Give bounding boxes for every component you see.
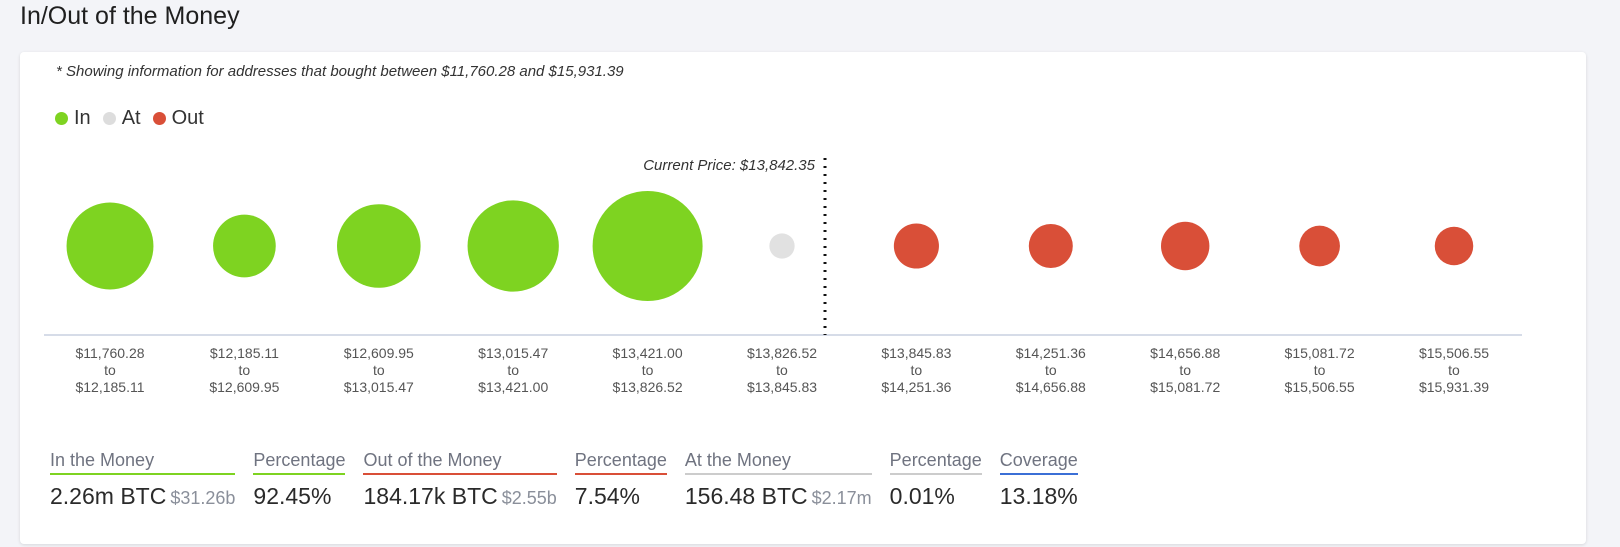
stat-coverage: Coverage 13.18% (999, 450, 1078, 510)
summary-stats: In the Money 2.26m BTC $31.26b Percentage 92… (50, 450, 1096, 510)
tick-label-connector: to (911, 362, 923, 378)
stat-value: 156.48 BTC $2.17m (685, 483, 872, 510)
stat-label: Percentage (253, 450, 346, 475)
stat-at-the-money: At the Money 156.48 BTC $2.17m (684, 450, 872, 510)
range-note: * Showing information for addresses that… (56, 63, 624, 80)
tick-label-to: $12,609.95 (209, 379, 279, 395)
tick-label-connector: to (373, 362, 385, 378)
stat-label: Out of the Money (363, 450, 557, 475)
stat-primary-value: 2.26m BTC (50, 483, 167, 509)
current-price-label: Current Price: $13,842.35 (643, 157, 815, 174)
legend-out-dot-icon (152, 112, 166, 125)
stat-value: 13.18% (1000, 483, 1078, 510)
tick-label-from: $12,609.95 (344, 345, 414, 361)
bubble-at[interactable] (769, 233, 795, 259)
stat-value: 2.26m BTC $31.26b (50, 483, 235, 510)
tick-label-to: $13,015.47 (344, 379, 414, 395)
bubble-in[interactable] (337, 204, 421, 288)
stat-value: 7.54% (575, 483, 667, 510)
stat-label: Percentage (574, 450, 667, 475)
bubble-out[interactable] (1299, 225, 1340, 267)
tick-label-connector: to (104, 362, 116, 378)
bubble-in[interactable] (467, 200, 559, 292)
tick-label-to: $12,185.11 (75, 379, 144, 395)
stat-primary-value: 13.18% (999, 483, 1078, 509)
legend-item-at[interactable]: At (102, 107, 141, 130)
legend-at-dot-icon (102, 112, 116, 125)
tick-label-from: $13,845.83 (881, 345, 951, 361)
tick-label-from: $12,185.11 (210, 345, 279, 361)
legend-item-in[interactable]: In (55, 107, 91, 130)
page-title: In/Out of the Money (20, 2, 240, 30)
tick-label-from: $15,506.55 (1419, 345, 1489, 361)
stat-label: Coverage (999, 450, 1078, 475)
bubble-in[interactable] (213, 214, 276, 278)
tick-label-to: $14,656.88 (1016, 379, 1086, 395)
tick-label-from: $13,421.00 (613, 345, 683, 361)
bubble-chart: $11,760.28to$12,185.11$12,185.11to$12,60… (44, 157, 1522, 395)
legend-in-dot-icon (55, 112, 68, 125)
tick-label-to: $15,931.39 (1419, 379, 1489, 395)
bubble-in[interactable] (66, 202, 154, 290)
stat-label: Percentage (889, 450, 982, 475)
stat-label: In the Money (50, 450, 236, 475)
tick-label-to: $13,421.00 (478, 379, 548, 395)
stat-percentage: Percentage 0.01% (889, 450, 982, 510)
tick-label-connector: to (1179, 362, 1191, 378)
stat-in-the-money: In the Money 2.26m BTC $31.26b (50, 450, 236, 510)
tick-label-to: $13,826.52 (613, 379, 683, 395)
tick-label-connector: to (507, 362, 519, 378)
chart-card: * Showing information for addresses that… (20, 52, 1586, 544)
tick-label-connector: to (1448, 362, 1460, 378)
legend-out-label: Out (171, 107, 204, 129)
legend: In At Out (55, 107, 204, 130)
stat-value: 92.45% (253, 483, 345, 510)
stat-usd-value: $31.26b (170, 488, 236, 508)
tick-label-to: $14,251.36 (881, 379, 951, 395)
bubble-out[interactable] (893, 223, 939, 269)
stat-percentage: Percentage 92.45% (253, 450, 346, 510)
stat-primary-value: 184.17k BTC (363, 483, 498, 509)
tick-label-connector: to (1314, 362, 1326, 378)
bubble-out[interactable] (1161, 221, 1210, 271)
stat-primary-value: 0.01% (889, 483, 955, 509)
tick-label-to: $15,081.72 (1150, 379, 1220, 395)
bubble-in[interactable] (592, 191, 703, 301)
legend-at-label: At (121, 107, 141, 129)
bubble-out[interactable] (1028, 224, 1073, 268)
stat-value: 0.01% (890, 483, 982, 510)
tick-label-connector: to (642, 362, 654, 378)
legend-in-label: In (74, 107, 91, 129)
tick-label-connector: to (1045, 362, 1057, 378)
tick-label-from: $14,251.36 (1016, 345, 1086, 361)
tick-label-from: $11,760.28 (75, 345, 144, 361)
tick-label-from: $13,015.47 (478, 345, 548, 361)
tick-label-from: $13,826.52 (747, 345, 817, 361)
stat-percentage: Percentage 7.54% (574, 450, 667, 510)
stat-value: 184.17k BTC $2.55b (363, 483, 556, 510)
stat-primary-value: 92.45% (253, 483, 332, 509)
stat-usd-value: $2.17m (811, 488, 872, 508)
tick-label-to: $13,845.83 (747, 379, 817, 395)
stat-label: At the Money (684, 450, 872, 475)
bubble-out[interactable] (1434, 226, 1474, 266)
tick-label-connector: to (239, 362, 251, 378)
tick-label-from: $14,656.88 (1150, 345, 1220, 361)
stat-primary-value: 7.54% (574, 483, 641, 509)
tick-label-to: $15,506.55 (1285, 379, 1355, 395)
stat-out-of-the-money: Out of the Money 184.17k BTC $2.55b (363, 450, 557, 510)
stat-usd-value: $2.55b (501, 488, 557, 508)
legend-item-out[interactable]: Out (152, 107, 204, 130)
tick-label-from: $15,081.72 (1285, 345, 1355, 361)
stat-primary-value: 156.48 BTC (684, 483, 808, 509)
tick-label-connector: to (776, 362, 788, 378)
